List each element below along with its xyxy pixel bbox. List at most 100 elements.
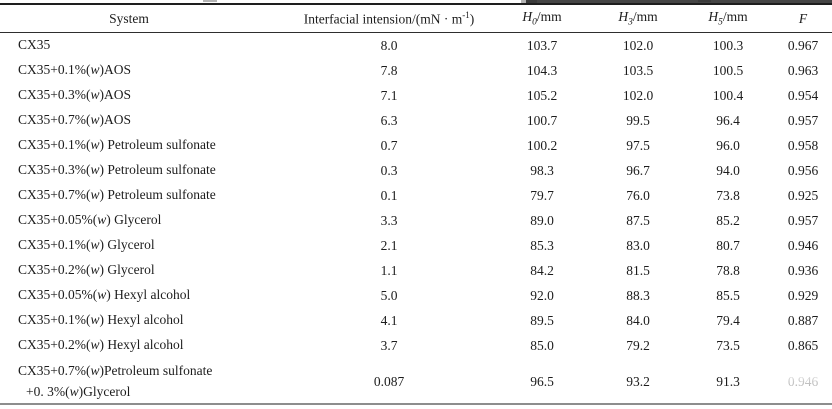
results-table: System Interfacial intension/(mN · m-1) … — [0, 5, 832, 406]
system-cell: CX35+0.3%(w)AOS — [18, 87, 132, 103]
h0-cell: 89.0 — [530, 212, 554, 228]
h0-cell: 89.5 — [530, 312, 554, 328]
h5-cell: 85.2 — [716, 212, 740, 228]
h5-cell: 73.5 — [716, 337, 740, 353]
system-cell: CX35+0.7%(w) Petroleum sulfonate — [18, 187, 216, 203]
h0-cell: 92.0 — [530, 287, 554, 303]
table-row: CX35+0.2%(w) Hexyl alcohol 3.7 85.0 79.2 73.… — [0, 333, 832, 358]
ift-header-suffix: ) — [469, 11, 475, 27]
system-cell: CX35+0.1%(w) Petroleum sulfonate — [18, 137, 216, 153]
system-cell: CX35+0.1%(w) Glycerol — [18, 237, 155, 253]
h3-cell: 88.3 — [626, 287, 650, 303]
f-cell: 0.925 — [787, 187, 819, 203]
f-cell: 0.887 — [787, 312, 819, 328]
system-cell: CX35+0.1%(w)AOS — [18, 62, 132, 78]
h5-cell: 80.7 — [716, 237, 740, 253]
h0-cell: 79.7 — [530, 187, 554, 203]
h3-cell: 81.5 — [626, 262, 650, 278]
scan-artifact-band — [526, 0, 832, 4]
h3-cell: 79.2 — [626, 337, 650, 353]
f-cell: 0.963 — [787, 62, 819, 78]
interfacial-tension-cell: 3.3 — [380, 212, 398, 228]
h5-cell: 85.5 — [716, 287, 740, 303]
table-row: CX35+0.1%(w) Petroleum sulfonate 0.7 100.2… — [0, 133, 832, 158]
table-row: CX35+0.3%(w) Petroleum sulfonate 0.3 98.3 9… — [0, 158, 832, 183]
interfacial-tension-cell: 6.3 — [380, 112, 398, 128]
table-row: CX35+0.7%(w) Petroleum sulfonate 0.1 79.7 7… — [0, 183, 832, 208]
system-cell: CX35+0.05%(w) Hexyl alcohol — [18, 287, 191, 303]
h3-subscript: 3 — [628, 17, 633, 28]
interfacial-tension-cell: 0.087 — [373, 374, 405, 389]
h0-cell: 84.2 — [530, 262, 554, 278]
h0-unit: /mm — [536, 9, 562, 25]
f-header-label: F — [798, 10, 808, 26]
ift-header-label: Interfacial intension/(mN · m — [303, 11, 463, 27]
h0-symbol: H — [522, 9, 533, 25]
h5-cell: 73.8 — [716, 187, 740, 203]
h0-cell: 85.3 — [530, 237, 554, 253]
interfacial-tension-cell: 0.3 — [380, 162, 398, 178]
table-body: CX35 8.0 103.7 102.0 100.3 0.967 CX35+0.1%(w)A… — [0, 33, 832, 407]
system-cell: CX35 — [18, 37, 51, 53]
h5-cell: 91.3 — [716, 374, 740, 389]
h0-cell: 100.2 — [526, 137, 558, 153]
scan-smudge — [698, 0, 711, 2]
table-bottom-rule — [0, 403, 832, 405]
table-row: CX35+0.7%(w)Petroleum sulfonate +0. 3%(w)… — [0, 358, 832, 406]
f-cell: 0.936 — [787, 262, 819, 278]
table-row: CX35+0.1%(w)AOS 7.8 104.3 103.5 100.5 0.963 — [0, 58, 832, 83]
col-header-h3: H3/mm — [594, 5, 682, 33]
col-header-h0: H0/mm — [490, 5, 594, 33]
interfacial-tension-cell: 4.1 — [380, 312, 398, 328]
h0-cell: 100.7 — [526, 112, 558, 128]
h3-cell: 99.5 — [626, 112, 650, 128]
h3-cell: 102.0 — [622, 37, 654, 53]
f-cell: 0.967 — [787, 37, 819, 53]
system-cell: CX35+0.1%(w) Hexyl alcohol — [18, 312, 184, 328]
table-row: CX35+0.3%(w)AOS 7.1 105.2 102.0 100.4 0.954 — [0, 83, 832, 108]
table-row: CX35+0.05%(w) Hexyl alcohol 5.0 92.0 88.3 85… — [0, 283, 832, 308]
f-cell: 0.956 — [787, 162, 819, 178]
h3-cell: 93.2 — [626, 374, 650, 389]
h3-unit: /mm — [632, 9, 658, 25]
f-cell: 0.957 — [787, 112, 819, 128]
h5-cell: 96.4 — [716, 112, 740, 128]
table-row: CX35+0.05%(w) Glycerol 3.3 89.0 87.5 85.2 0.9… — [0, 208, 832, 233]
f-cell: 0.954 — [787, 87, 819, 103]
h5-cell: 100.3 — [712, 37, 744, 53]
col-header-h5: H5/mm — [682, 5, 774, 33]
interfacial-tension-cell: 1.1 — [380, 262, 398, 278]
h0-cell: 98.3 — [530, 162, 554, 178]
h3-cell: 83.0 — [626, 237, 650, 253]
table-row: CX35+0.2%(w) Glycerol 1.1 84.2 81.5 78.8 0.93… — [0, 258, 832, 283]
f-cell: 0.957 — [787, 212, 819, 228]
system-cell: CX35+0.2%(w) Hexyl alcohol — [18, 337, 184, 353]
h3-cell: 102.0 — [622, 87, 654, 103]
h0-cell: 105.2 — [526, 87, 558, 103]
table-header: System Interfacial intension/(mN · m-1) … — [0, 5, 832, 33]
interfacial-tension-cell: 3.7 — [380, 337, 398, 353]
h0-cell: 103.7 — [526, 37, 558, 53]
h5-cell: 100.4 — [712, 87, 744, 103]
system-cell: CX35+0.7%(w)AOS — [18, 112, 132, 128]
h5-unit: /mm — [722, 9, 748, 25]
h5-cell: 94.0 — [716, 162, 740, 178]
interfacial-tension-cell: 5.0 — [380, 287, 398, 303]
h0-cell: 85.0 — [530, 337, 554, 353]
h3-cell: 96.7 — [626, 162, 650, 178]
col-header-system: System — [0, 5, 288, 33]
h5-subscript: 5 — [718, 17, 723, 28]
h0-cell: 104.3 — [526, 62, 558, 78]
system-cell: CX35+0.3%(w) Petroleum sulfonate — [18, 162, 216, 178]
h3-cell: 84.0 — [626, 312, 650, 328]
h3-cell: 103.5 — [622, 62, 654, 78]
scan-smudge — [521, 0, 537, 3]
col-header-f: F — [774, 5, 832, 33]
h5-cell: 96.0 — [716, 137, 740, 153]
h5-symbol: H — [708, 9, 719, 25]
table-row: CX35+0.1%(w) Hexyl alcohol 4.1 89.5 84.0 79.… — [0, 308, 832, 333]
h3-symbol: H — [618, 9, 629, 25]
h5-cell: 79.4 — [716, 312, 740, 328]
interfacial-tension-cell: 8.0 — [380, 37, 398, 53]
